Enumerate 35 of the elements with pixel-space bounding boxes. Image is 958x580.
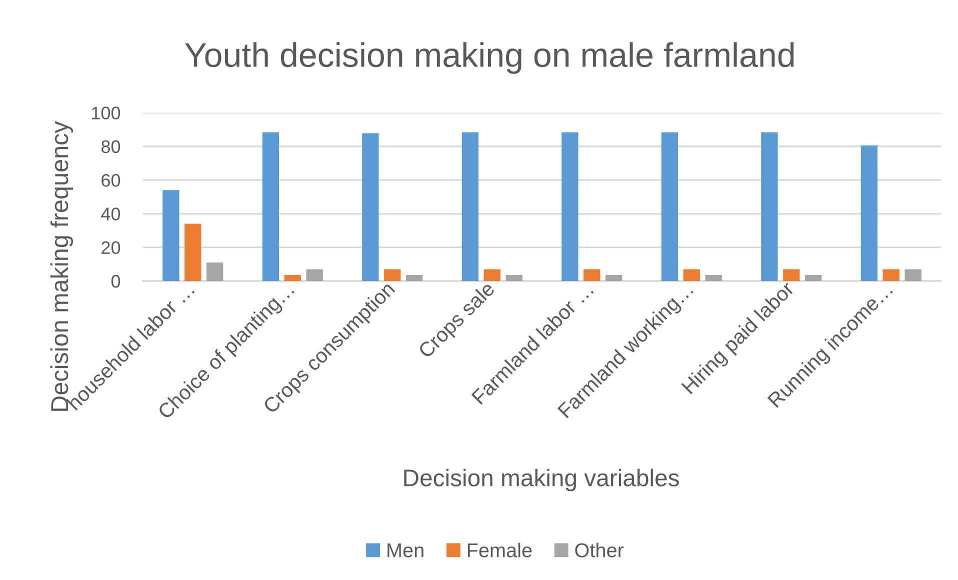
bar <box>904 269 922 281</box>
bar <box>462 132 479 281</box>
bar <box>605 274 622 281</box>
bar <box>860 145 878 281</box>
bar <box>783 269 800 281</box>
x-axis-title: Decision making variables <box>404 468 679 492</box>
bar <box>661 132 678 281</box>
bar <box>206 262 224 281</box>
legend-label: Men <box>388 543 424 558</box>
chart-title: Youth decision making on male farmland <box>184 42 794 74</box>
bar <box>761 132 778 281</box>
legend-label: Female <box>468 542 532 558</box>
y-tick-label: 100 <box>92 106 120 120</box>
bar <box>882 269 900 281</box>
bar <box>384 269 401 281</box>
bar <box>184 224 202 281</box>
bar <box>804 274 822 281</box>
bar <box>484 269 500 281</box>
y-tick-label: 40 <box>101 208 120 220</box>
bar <box>562 132 578 281</box>
bar <box>284 274 301 281</box>
y-tick-label: 20 <box>102 241 120 254</box>
legend-label: Other <box>575 542 624 558</box>
bar <box>262 132 280 281</box>
bar <box>705 274 722 281</box>
y-tick-label: 0 <box>111 274 120 288</box>
bar <box>362 133 379 281</box>
bar <box>306 269 323 281</box>
bar <box>406 274 423 281</box>
y-tick-label: 80 <box>101 140 120 154</box>
bar <box>162 190 180 281</box>
bar <box>506 274 522 281</box>
bar <box>584 269 600 281</box>
y-tick-label: 60 <box>102 174 120 187</box>
bar <box>683 269 700 281</box>
